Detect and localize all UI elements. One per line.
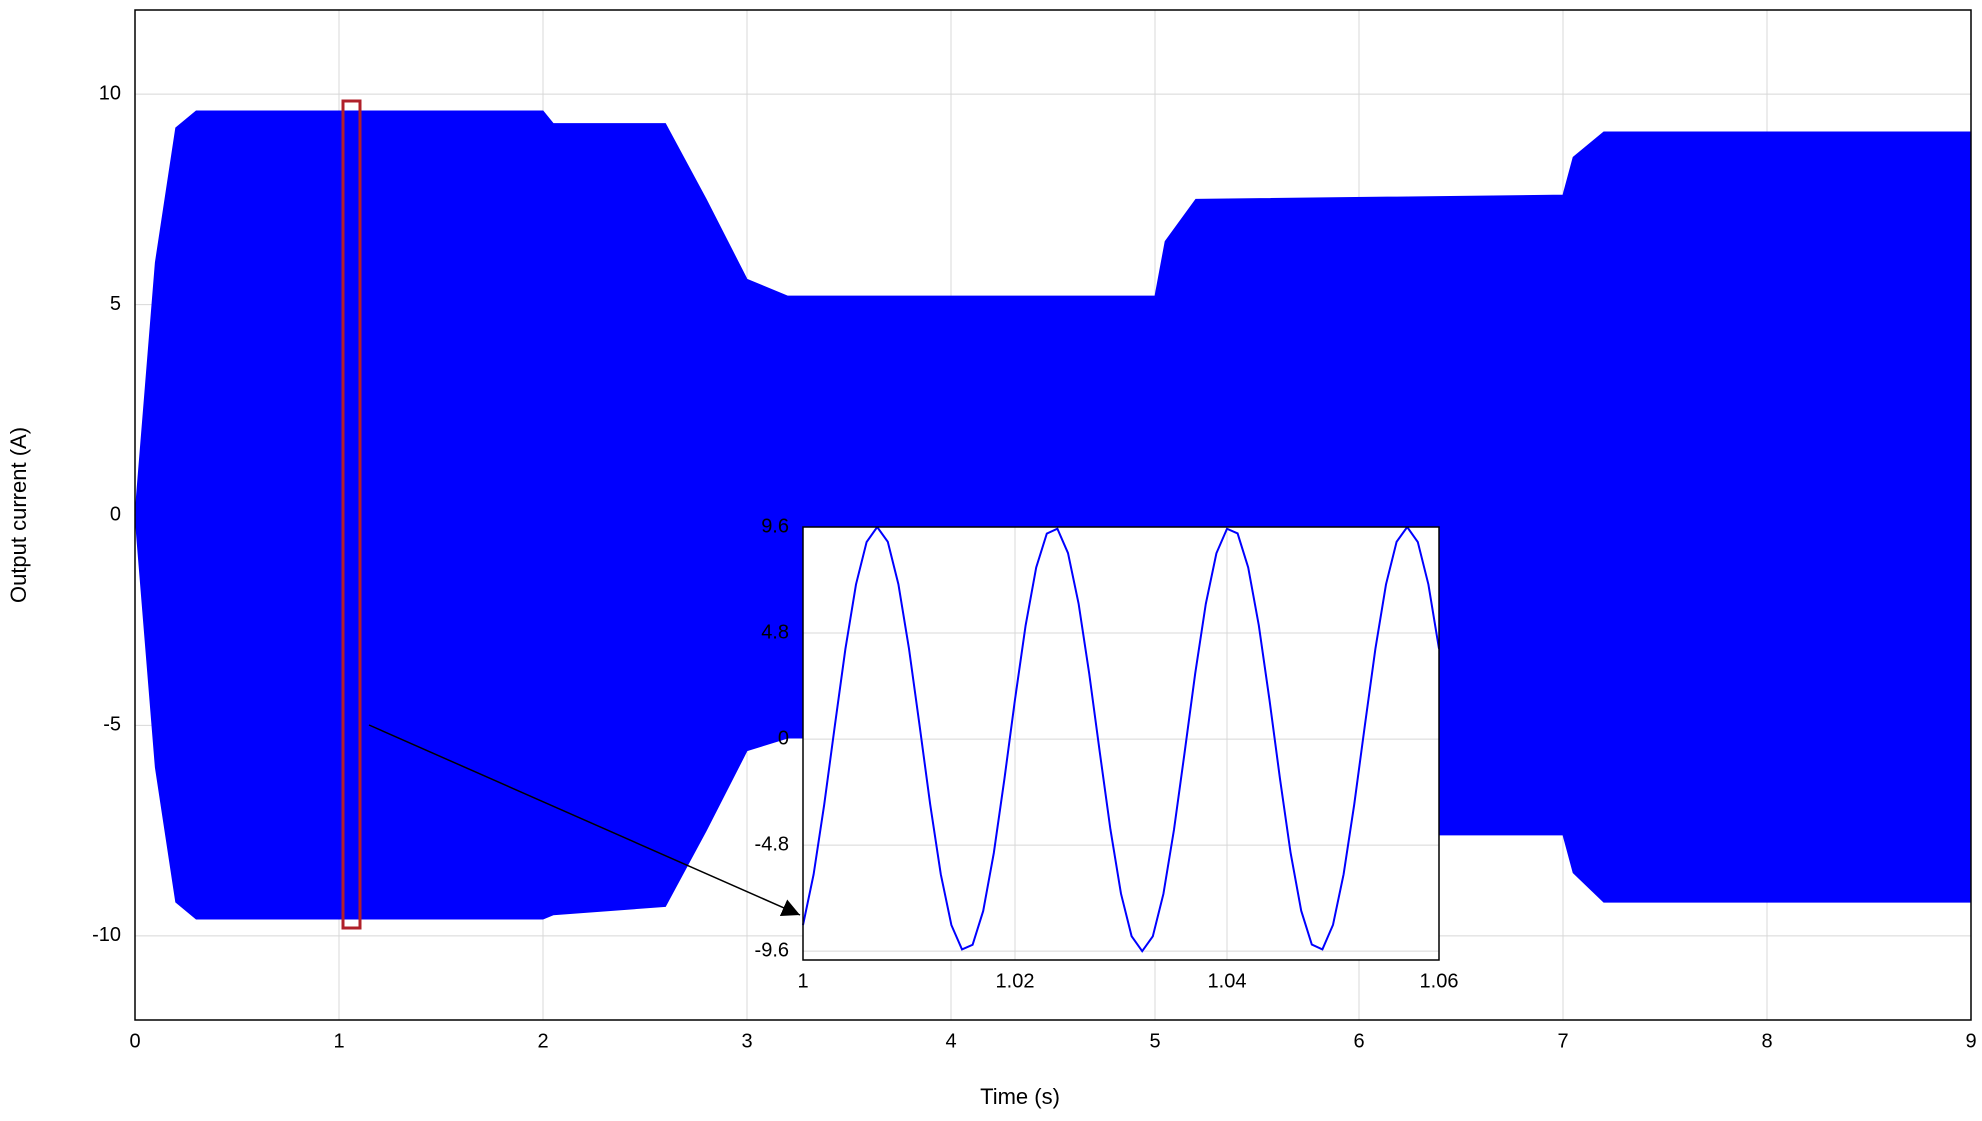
x-axis-label: Time (s): [980, 1084, 1060, 1109]
y-tick-label: 0: [778, 727, 789, 749]
y-tick-label: -4.8: [755, 833, 789, 855]
x-tick-label: 3: [741, 1030, 752, 1052]
plot-frame: [802, 526, 1440, 961]
x-tick-label: 7: [1557, 1030, 1568, 1052]
x-tick-label: 0: [129, 1030, 140, 1052]
zoom-arrow: [368, 724, 801, 916]
x-tick-label: 1.02: [996, 970, 1035, 992]
y-tick-label: -5: [103, 714, 121, 736]
inset-plot: 1 1.02 1.04 1.06 -9.6 -4.8 0 4.8 9.6: [755, 515, 1459, 992]
y-tick-label: 9.6: [761, 515, 789, 537]
signal-line: [802, 525, 1440, 953]
x-tick-label: 5: [1149, 1030, 1160, 1052]
x-tick-label: 4: [945, 1030, 956, 1052]
y-tick-label: -10: [92, 924, 121, 946]
y-axis-label: Output current (A): [6, 427, 31, 603]
y-tick-label: 5: [110, 293, 121, 315]
x-tick-label: 1.04: [1208, 970, 1247, 992]
signal-envelope: [134, 110, 1972, 516]
y-tick-label: 10: [99, 82, 121, 104]
x-tick-label: 1: [797, 970, 808, 992]
x-tick-label: 1.06: [1420, 970, 1459, 992]
x-tick-label: 9: [1965, 1030, 1976, 1052]
y-tick-label: 4.8: [761, 621, 789, 643]
x-tick-label: 2: [537, 1030, 548, 1052]
x-tick-label: 8: [1761, 1030, 1772, 1052]
plot-frame: [134, 9, 1972, 1021]
zoom-region: [341, 99, 362, 930]
x-tick-label: 1: [333, 1030, 344, 1052]
y-tick-label: -9.6: [755, 939, 789, 961]
x-tick-label: 6: [1353, 1030, 1364, 1052]
y-tick-label: 0: [110, 503, 121, 525]
